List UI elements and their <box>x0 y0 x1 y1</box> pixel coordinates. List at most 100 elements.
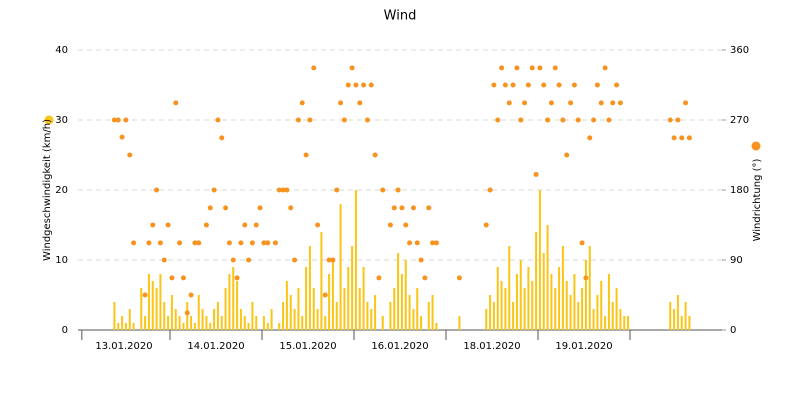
point <box>560 117 566 123</box>
bar <box>354 190 357 330</box>
point <box>234 275 240 281</box>
y-tick-label: 0 <box>62 325 68 336</box>
point <box>119 134 125 140</box>
point <box>491 82 497 88</box>
point <box>686 135 692 141</box>
point <box>338 100 344 106</box>
point <box>533 171 539 177</box>
point <box>376 275 382 281</box>
point <box>499 65 505 71</box>
point <box>353 82 359 88</box>
bar <box>673 309 676 330</box>
bar <box>588 246 591 330</box>
point <box>671 135 677 141</box>
point <box>391 205 397 211</box>
bar <box>278 323 281 330</box>
bar <box>627 316 630 330</box>
bar <box>458 316 461 330</box>
point <box>111 117 117 123</box>
point <box>418 257 424 263</box>
bar <box>285 281 288 330</box>
bar <box>435 323 438 330</box>
y-tick-label: 30 <box>55 115 68 126</box>
point <box>667 117 673 123</box>
bar <box>688 316 691 330</box>
bar <box>351 246 354 330</box>
bar <box>312 288 315 330</box>
bar <box>427 302 430 330</box>
point <box>326 257 332 263</box>
point <box>238 240 244 246</box>
point <box>207 205 213 211</box>
bar <box>535 232 538 330</box>
bar <box>297 288 300 330</box>
bar <box>573 274 576 330</box>
point <box>142 292 148 298</box>
y-tick-label: 20 <box>55 185 68 196</box>
bar <box>213 309 216 330</box>
point <box>675 117 681 123</box>
point <box>598 100 604 106</box>
point <box>211 187 217 193</box>
bar <box>220 316 223 330</box>
x-tick-label: 19.01.2020 <box>555 341 612 352</box>
bar <box>282 302 285 330</box>
bar <box>308 246 311 330</box>
point <box>606 117 612 123</box>
point <box>215 117 221 123</box>
bar <box>324 316 327 330</box>
bar <box>431 295 434 330</box>
point <box>587 135 593 141</box>
point <box>219 135 225 141</box>
point <box>602 65 608 71</box>
point <box>303 152 309 158</box>
point <box>575 117 581 123</box>
point <box>146 240 152 246</box>
y2-tick-label: 270 <box>730 115 749 126</box>
bar <box>121 316 124 330</box>
bar <box>347 267 350 330</box>
bar <box>232 267 235 330</box>
bar <box>496 267 499 330</box>
point <box>288 205 294 211</box>
bar <box>676 295 679 330</box>
bar <box>193 323 196 330</box>
point <box>131 240 137 246</box>
bar <box>527 267 530 330</box>
y2-tick-label: 360 <box>730 45 749 56</box>
bar <box>159 274 162 330</box>
bar <box>600 281 603 330</box>
point <box>157 240 163 246</box>
bar <box>420 316 423 330</box>
point <box>165 222 171 228</box>
y2-tick-label: 90 <box>730 255 743 266</box>
bar <box>607 274 610 330</box>
bar <box>339 204 342 330</box>
point <box>548 100 554 106</box>
bar <box>577 302 580 330</box>
point <box>345 82 351 88</box>
bar <box>592 309 595 330</box>
bar <box>236 281 239 330</box>
bar <box>500 281 503 330</box>
point <box>414 240 420 246</box>
point <box>422 275 428 281</box>
bar <box>370 309 373 330</box>
point <box>541 82 547 88</box>
bar <box>205 316 208 330</box>
point <box>330 257 336 263</box>
bar <box>239 309 242 330</box>
point <box>265 240 271 246</box>
bar <box>619 309 622 330</box>
point <box>249 240 255 246</box>
point <box>261 240 267 246</box>
bar <box>228 274 231 330</box>
bar <box>155 288 158 330</box>
bar <box>623 316 626 330</box>
x-tick-label: 13.01.2020 <box>95 341 152 352</box>
point <box>568 100 574 106</box>
bar <box>381 316 384 330</box>
bar <box>301 316 304 330</box>
bar <box>358 288 361 330</box>
